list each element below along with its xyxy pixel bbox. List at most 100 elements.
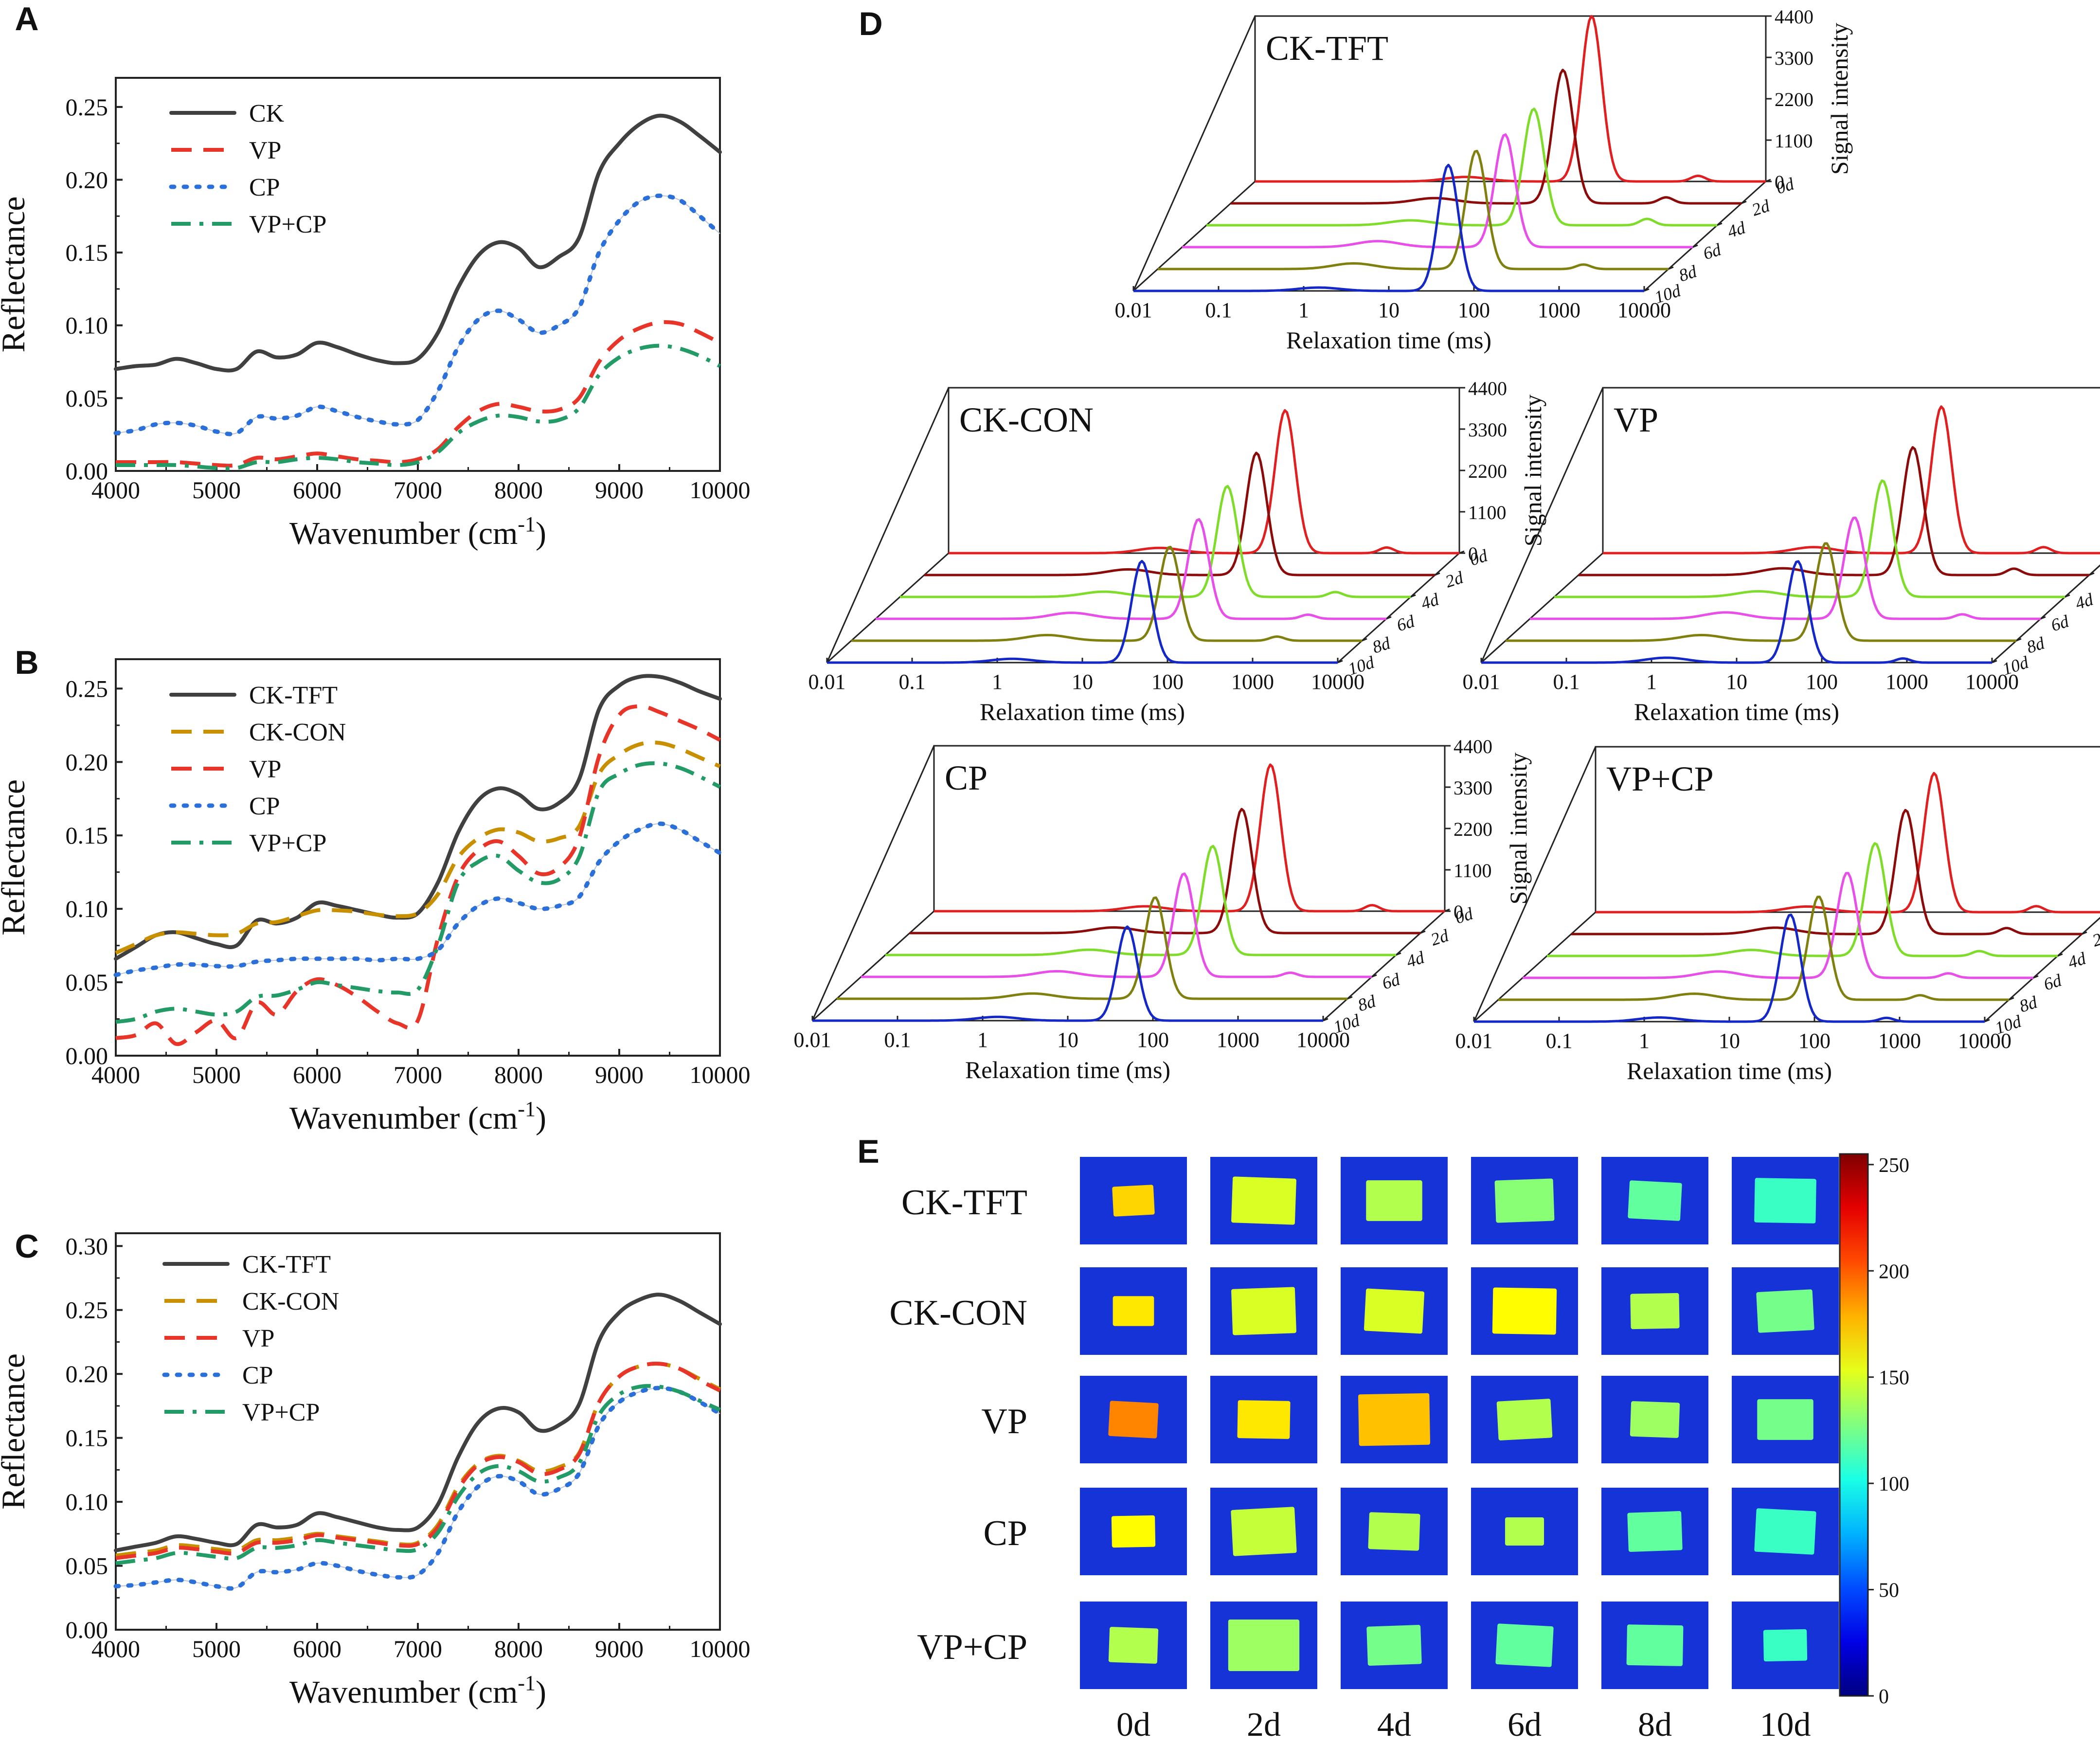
- nmr-curve-8d: [1506, 542, 2016, 642]
- nmr-subplot-vp-cp: 0.01 0.1 1 10 100 1000 10000 Relaxation time (m…: [1455, 746, 2100, 1084]
- depth-label: 6d: [2041, 970, 2064, 994]
- series-thin-line-cp: [115, 823, 720, 975]
- depth-tick: [1386, 616, 1392, 620]
- nmr-curve-4d: [1547, 842, 2058, 957]
- y-tick-label: 0.00: [66, 457, 108, 485]
- depth-tick: [1410, 594, 1416, 598]
- series-line-vp: [115, 704, 721, 1046]
- y-axis-label: Reflectance: [0, 1353, 32, 1510]
- depth-tick: [1362, 638, 1367, 642]
- legend-label-ck: CK: [249, 100, 285, 127]
- x-tick-label: 0.01: [794, 1028, 831, 1052]
- nmr-subplot-ck-tft: 0.01 0.1 1 10 100 1000 10000 Relaxation time (m…: [1115, 6, 1853, 354]
- legend-label-vp: VP: [249, 137, 281, 164]
- sample-patch: [1630, 1293, 1680, 1330]
- series-thin-line-cp: [115, 195, 720, 435]
- subplot-title: CP: [945, 758, 987, 797]
- nmr-curve-6d: [1182, 133, 1693, 249]
- nmr-curve-10d: [812, 925, 1323, 1022]
- depth-tick: [1396, 952, 1401, 956]
- legend-label-vp-cp: VP+CP: [242, 1399, 320, 1426]
- legend-label-vp-cp: VP+CP: [249, 211, 326, 238]
- floor-right-edge: [1322, 910, 1446, 1022]
- y-tick-label: 0.20: [66, 748, 108, 775]
- sample-patch: [1626, 1624, 1684, 1666]
- x-tick-label: 1000: [1538, 298, 1580, 322]
- y-tick-label: 0.25: [66, 1296, 108, 1324]
- sample-patch: [1756, 1289, 1814, 1333]
- series-line-ck-tft: [114, 1293, 722, 1552]
- y-tick-label: 0.15: [66, 1424, 108, 1452]
- depth-tick: [1459, 550, 1465, 554]
- x-tick-label: 0.1: [899, 670, 926, 694]
- z-tick-label: 4400: [1468, 378, 1507, 399]
- depth-label: 6d: [2048, 611, 2072, 635]
- z-tick-label: 0: [1454, 901, 1463, 923]
- panel-a: A 4000 5000 6000 7000 8000 9000 10000 0.00 0.05 0.…: [0, 0, 751, 551]
- panel-letter-c: C: [15, 1228, 38, 1265]
- sample-patch: [1754, 1508, 1816, 1555]
- depth-label: 8d: [1370, 633, 1393, 657]
- x-tick-label: 1: [992, 670, 1003, 694]
- floor-left-edge: [811, 910, 935, 1022]
- left-slant-edge: [826, 387, 950, 663]
- sample-patch: [1495, 1623, 1554, 1667]
- subplot-title: CK-CON: [959, 400, 1094, 439]
- x-axis-label: Relaxation time (ms): [965, 1056, 1170, 1083]
- sample-patch: [1113, 1296, 1154, 1326]
- nmr-curve-2d: [924, 451, 1435, 576]
- z-tick-label: 3300: [1775, 47, 1813, 69]
- plot-frame: [115, 658, 721, 1057]
- sample-patch: [1364, 1288, 1425, 1334]
- depth-tick: [2057, 953, 2063, 957]
- depth-label: 10d: [1346, 652, 1377, 679]
- depth-label: 10d: [1652, 281, 1684, 307]
- x-tick-label: 10: [1719, 1029, 1740, 1053]
- depth-label: 8d: [2017, 992, 2040, 1016]
- depth-label: 4d: [1418, 589, 1442, 613]
- x-tick-label: 10: [1378, 298, 1400, 322]
- row-label-vp-cp: VP+CP: [917, 1627, 1027, 1667]
- panel-b: B 4000 5000 6000 7000 8000 9000 10000 0.00 0.05 0.…: [0, 644, 751, 1136]
- nmr-curve-6d: [1523, 872, 2033, 979]
- colorbar-tick-label: 200: [1879, 1260, 1909, 1283]
- depth-label: 4d: [2065, 948, 2089, 972]
- x-tick-label: 5000: [192, 476, 241, 504]
- x-tick-label: 0.01: [1455, 1029, 1493, 1053]
- nmr-curve-8d: [1158, 149, 1669, 270]
- nmr-curve-0d: [949, 409, 1459, 555]
- panel-letter-e: E: [857, 1133, 879, 1170]
- legend-label-vp-cp: VP+CP: [249, 829, 326, 857]
- x-tick-label: 0.1: [1205, 298, 1232, 322]
- sample-patch: [1496, 1399, 1553, 1440]
- depth-label: 8d: [1355, 991, 1379, 1015]
- plot-frame: [115, 1232, 721, 1631]
- x-tick-label: 10000: [690, 1061, 751, 1088]
- series-line-vp-cp: [115, 761, 721, 1024]
- depth-label: 10d: [2000, 652, 2031, 679]
- depth-tick: [2064, 594, 2070, 598]
- depth-tick: [1668, 266, 1674, 270]
- z-axis-label: Signal intensity: [1826, 23, 1853, 175]
- z-tick-label: 2200: [1468, 460, 1507, 482]
- colorbar-tick-label: 150: [1879, 1367, 1909, 1389]
- left-slant-edge: [1473, 746, 1597, 1022]
- floor-left-edge: [1132, 180, 1256, 292]
- x-axis-label: Relaxation time (ms): [1286, 326, 1491, 354]
- x-tick-label: 1: [1646, 670, 1657, 694]
- sample-patch: [1505, 1517, 1544, 1546]
- depth-tick: [1717, 222, 1723, 226]
- series-line-vp: [115, 320, 721, 468]
- left-slant-edge: [1132, 16, 1256, 291]
- depth-label: 6d: [1701, 239, 1724, 263]
- series-thin-line-cp: [115, 1387, 720, 1589]
- x-tick-label: 1000: [1885, 670, 1928, 694]
- series-line-vp: [115, 1361, 721, 1560]
- subplot-title: VP+CP: [1606, 759, 1714, 798]
- row-label-ck-con: CK-CON: [889, 1293, 1027, 1333]
- x-axis-label: Relaxation time (ms): [1634, 698, 1839, 725]
- nmr-curve-6d: [861, 872, 1372, 978]
- x-tick-label: 100: [1151, 670, 1184, 694]
- sample-patch: [1628, 1180, 1682, 1221]
